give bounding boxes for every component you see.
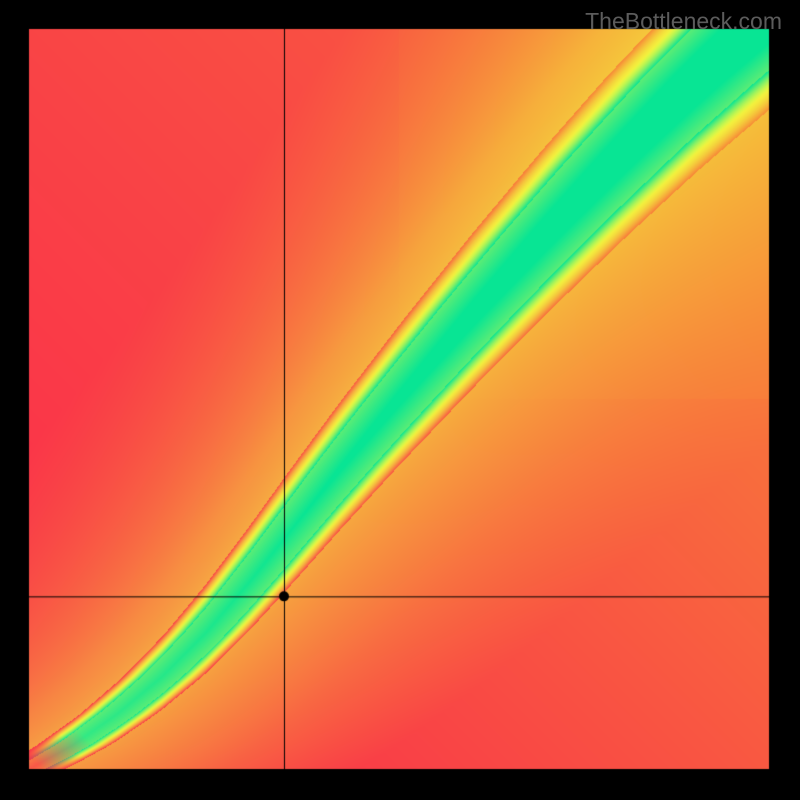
heatmap-canvas [0,0,800,800]
watermark-text: TheBottleneck.com [585,8,782,35]
chart-container: TheBottleneck.com [0,0,800,800]
